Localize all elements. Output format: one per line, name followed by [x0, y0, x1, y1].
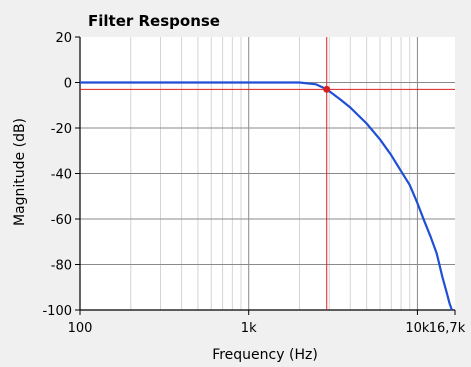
- x-tick-label: 10k: [405, 321, 430, 336]
- y-tick-label: 20: [55, 31, 72, 46]
- y-tick-label: -60: [51, 213, 72, 228]
- chart-title: Filter Response: [88, 12, 220, 30]
- x-tick-label: 16,7k: [429, 321, 466, 336]
- tick-labels: 20 0 -20 -40 -60 -80 -100 100 1k 10k 16,7k: [42, 31, 465, 336]
- y-tick-label: -100: [42, 304, 72, 319]
- series-layer: [80, 81, 453, 311]
- cutoff-point: [323, 85, 331, 93]
- y-tick-label: -20: [51, 122, 72, 137]
- y-tick-label: -80: [51, 259, 72, 274]
- y-axis-label: Magnitude (dB): [12, 118, 28, 226]
- y-tick-label: -40: [51, 168, 72, 183]
- x-tick-label: 1k: [241, 321, 257, 336]
- y-tick-label: 0: [64, 77, 72, 92]
- x-axis-label: Frequency (Hz): [212, 347, 318, 363]
- response-curve: [80, 81, 453, 311]
- x-tick-label: 100: [68, 321, 93, 336]
- cutoff-markers: [80, 37, 455, 310]
